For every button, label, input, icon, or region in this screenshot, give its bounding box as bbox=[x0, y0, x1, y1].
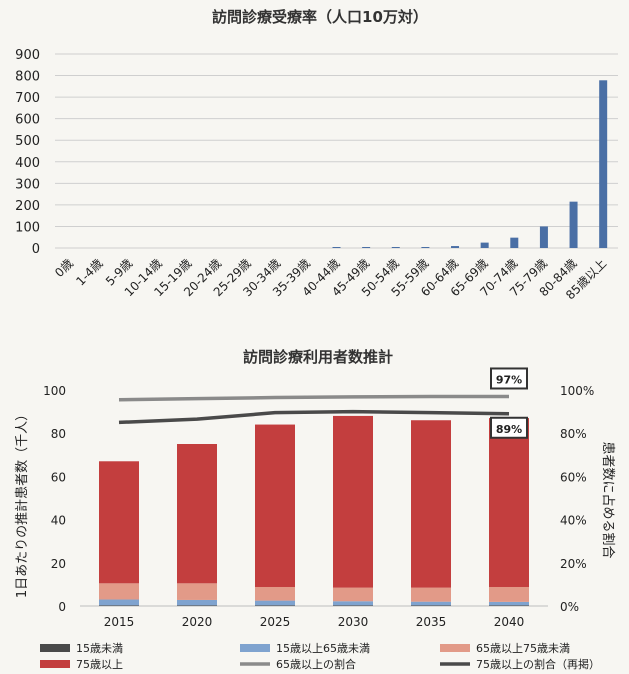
chart1-bar-18 bbox=[599, 80, 608, 248]
chart2-ylabel-left: 1日あたりの推計患者数（千人） bbox=[14, 408, 30, 598]
chart2-title: 訪問診療利用者数推計 bbox=[243, 348, 393, 366]
chart1-ytick-label: 700 bbox=[15, 91, 40, 106]
chart2-xtick-label: 2020 bbox=[182, 615, 213, 629]
chart2-bar-2025-3 bbox=[255, 424, 295, 587]
chart1-ytick-label: 200 bbox=[15, 199, 40, 214]
chart1-ytick-label: 800 bbox=[15, 70, 40, 85]
chart1-ytick-label: 300 bbox=[15, 177, 40, 192]
chart2-bar-2020-1 bbox=[177, 599, 217, 606]
chart2-legend-swatch bbox=[40, 644, 70, 652]
chart2-y2tick-label: 80% bbox=[560, 427, 587, 441]
chart2-bar-2020-3 bbox=[177, 444, 217, 584]
chart2-bar-2020-2 bbox=[177, 583, 217, 600]
chart2-bar-2030-0 bbox=[333, 605, 373, 606]
chart2-ylabel-right: 患者数に占める割合 bbox=[600, 441, 616, 558]
chart2-line-1 bbox=[118, 409, 510, 425]
chart2-legend-swatch bbox=[440, 644, 470, 652]
chart1-title: 訪問診療受療率（人口10万対） bbox=[212, 8, 428, 26]
chart2-bar-2040-2 bbox=[489, 586, 529, 602]
chart2-legend-label: 75歳以上の割合（再掲） bbox=[476, 657, 600, 671]
chart2-ytick-label: 100 bbox=[43, 384, 66, 398]
chart1-ytick-label: 500 bbox=[15, 134, 40, 149]
chart2-y2tick-label: 0% bbox=[560, 600, 579, 614]
chart2-bar-2015-1 bbox=[99, 599, 139, 606]
chart2-bar-2025-0 bbox=[255, 605, 295, 606]
chart2-bar-2040-0 bbox=[489, 605, 529, 606]
chart2-bar-2040-1 bbox=[489, 601, 529, 606]
chart2-legend-swatch bbox=[40, 660, 70, 668]
chart1-bar-10 bbox=[362, 247, 371, 248]
chart2-bar-2035-3 bbox=[411, 420, 451, 588]
chart2-xtick-label: 2025 bbox=[260, 615, 291, 629]
chart1-bar-17 bbox=[569, 201, 578, 248]
chart2-legend-label: 65歳以上75歳未満 bbox=[476, 642, 570, 655]
chart-visit-rate: 訪問診療受療率（人口10万対） 0 100 200 300 400 500 600 700 80… bbox=[15, 8, 618, 302]
chart2-bar-2030-1 bbox=[333, 601, 373, 606]
chart2-legend-label: 15歳以上65歳未満 bbox=[276, 642, 370, 655]
chart2-bar-2015-0 bbox=[99, 605, 139, 606]
chart-visit-users-forecast: 訪問診療利用者数推計 1日あたりの推計患者数（千人） 患者数に占める割合 0 20… bbox=[14, 348, 616, 671]
chart1-bar-9 bbox=[332, 247, 341, 248]
chart2-legend-label: 75歳以上 bbox=[76, 658, 123, 671]
chart2-bar-2030-2 bbox=[333, 587, 373, 602]
chart1-xtick-label: 0歳 bbox=[52, 256, 76, 280]
chart2-ytick-label: 60 bbox=[51, 470, 66, 484]
chart1-ytick-label: 900 bbox=[15, 48, 40, 63]
chart2-bar-2025-1 bbox=[255, 600, 295, 606]
chart2-bar-2015-2 bbox=[99, 583, 139, 600]
chart1-ytick-label: 600 bbox=[15, 113, 40, 128]
chart2-annotation-box bbox=[490, 416, 528, 439]
chart1-ytick-label: 100 bbox=[15, 220, 40, 235]
chart2-line-0 bbox=[118, 394, 509, 402]
chart2-bar-2015-3 bbox=[99, 461, 139, 584]
chart2-xtick-label: 2015 bbox=[104, 615, 135, 629]
chart2-y2tick-label: 20% bbox=[560, 557, 587, 571]
chart2-annotation-box bbox=[490, 367, 528, 390]
chart2-ytick-label: 80 bbox=[51, 427, 66, 441]
chart2-bar-2030-3 bbox=[333, 415, 373, 588]
chart2-annotation-label: 97% bbox=[496, 373, 522, 386]
chart2-xtick-label: 2040 bbox=[494, 615, 525, 629]
chart2-bar-2020-0 bbox=[177, 605, 217, 606]
chart2-xtick-label: 2030 bbox=[338, 615, 369, 629]
chart1-bar-14 bbox=[480, 242, 489, 248]
chart2-y2tick-label: 100% bbox=[560, 384, 594, 398]
chart1-ytick-label: 400 bbox=[15, 156, 40, 171]
chart2-bar-2025-2 bbox=[255, 586, 295, 601]
chart1-bar-13 bbox=[451, 246, 460, 248]
chart2-y2tick-label: 40% bbox=[560, 514, 587, 528]
chart1-bar-15 bbox=[510, 237, 519, 248]
chart2-ytick-label: 40 bbox=[51, 514, 66, 528]
chart2-bar-2035-1 bbox=[411, 601, 451, 606]
chart1-bar-11 bbox=[391, 247, 400, 248]
chart2-bar-2035-2 bbox=[411, 587, 451, 602]
chart1-ytick-label: 0 bbox=[32, 242, 40, 257]
chart2-ytick-label: 20 bbox=[51, 557, 66, 571]
chart2-y2tick-label: 60% bbox=[560, 470, 587, 484]
chart2-bar-2035-0 bbox=[411, 605, 451, 606]
chart1-bar-16 bbox=[539, 226, 548, 248]
chart1-bar-12 bbox=[421, 247, 430, 248]
chart2-xtick-label: 2035 bbox=[416, 615, 447, 629]
chart2-legend-swatch bbox=[240, 644, 270, 652]
chart1-xtick-label: 1-4歳 bbox=[73, 256, 105, 288]
chart2-legend-label: 65歳以上の割合 bbox=[276, 657, 356, 671]
chart2-legend-label: 15歳未満 bbox=[76, 642, 123, 655]
chart2-ytick-label: 0 bbox=[58, 600, 66, 614]
chart2-bar-2040-3 bbox=[489, 418, 529, 587]
chart2-annotation-label: 89% bbox=[496, 423, 522, 436]
